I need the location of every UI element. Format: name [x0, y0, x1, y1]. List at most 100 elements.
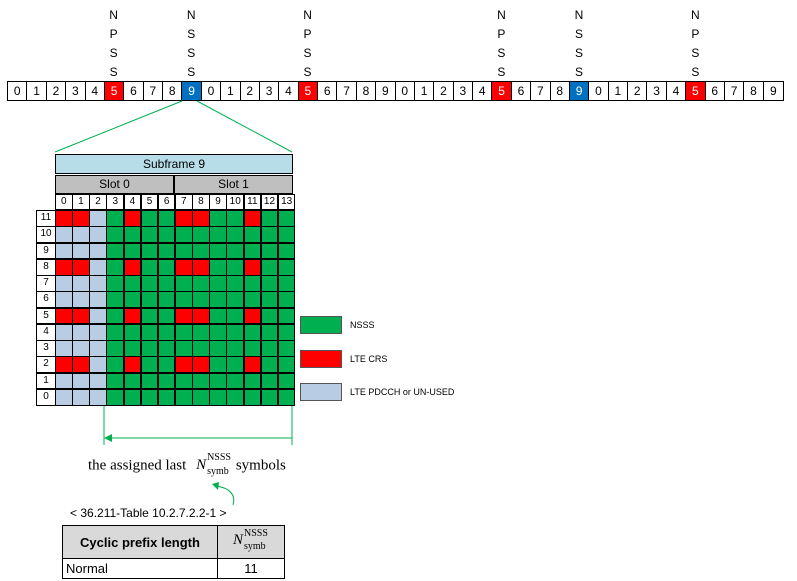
symbol-label: 9	[209, 194, 227, 210]
nsss-re	[226, 275, 245, 292]
assigned-text-after: symbols	[235, 457, 286, 474]
nsss-re	[106, 388, 125, 406]
pdcch-re	[55, 340, 73, 357]
nsss-re	[106, 210, 125, 227]
nsss-re	[226, 340, 245, 357]
nsss-re	[140, 210, 159, 227]
nsss-re	[209, 242, 227, 260]
nsss-re	[192, 340, 210, 357]
nsymb-sup: NSSS	[207, 452, 231, 463]
crs-re	[123, 210, 142, 227]
subframe-cell: 2	[241, 82, 260, 100]
nsss-re	[123, 275, 142, 292]
subframe-cell: 7	[337, 82, 357, 100]
slot1-header: Slot 1	[174, 175, 293, 194]
nsss-re	[277, 340, 296, 357]
pdcch-re	[72, 340, 90, 357]
nsss-re	[174, 291, 193, 308]
nsss-re	[123, 340, 142, 357]
crs-re	[174, 258, 193, 276]
nsss-re	[106, 226, 125, 243]
crs-re	[243, 258, 262, 276]
crs-re	[55, 356, 73, 373]
nsss-re	[174, 226, 193, 243]
subframe-cell: 2	[47, 82, 67, 100]
subframe-cell: 3	[454, 82, 473, 100]
nsss-re	[226, 372, 245, 390]
crs-re	[55, 258, 73, 276]
nsss-re	[140, 226, 159, 243]
legend-label-crs: LTE CRS	[350, 354, 388, 364]
top-label: N P S S	[497, 8, 506, 79]
nsss-re	[260, 388, 279, 406]
row-label: 10	[36, 226, 55, 243]
legend-swatch-nsss	[300, 316, 342, 334]
crs-re	[192, 210, 210, 227]
nsss-re	[209, 226, 227, 243]
symbol-label: 7	[174, 194, 193, 210]
nsss-re	[260, 242, 279, 260]
nsss-re	[243, 388, 262, 406]
pdcch-re	[89, 323, 107, 341]
nsss-re	[209, 291, 227, 308]
pdcch-re	[55, 226, 73, 243]
subframe-title: Subframe 9	[55, 154, 293, 174]
legend-label-nsss: NSSS	[350, 320, 375, 330]
nsss-re	[174, 242, 193, 260]
nsss-re	[106, 340, 125, 357]
nsss-re	[140, 388, 159, 406]
subframe-cell: 0	[8, 82, 28, 100]
nsss-re	[157, 340, 176, 357]
subframe-cell: 8	[357, 82, 377, 100]
nsss-re	[243, 291, 262, 308]
pdcch-re	[55, 372, 73, 390]
crs-re	[55, 210, 73, 227]
pdcch-re	[72, 242, 90, 260]
subframe-cell: 3	[66, 82, 86, 100]
nsss-re	[226, 242, 245, 260]
nsss-re	[260, 275, 279, 292]
row-label: 2	[36, 356, 55, 373]
nsss-re	[226, 323, 245, 341]
nsss-re	[277, 388, 296, 406]
nsymb-sub: symb	[207, 466, 229, 477]
legend-swatch-pdcch	[300, 383, 342, 401]
nsss-re	[106, 275, 125, 292]
subframe-cell: 6	[706, 82, 725, 100]
assigned-text-before: the assigned last	[88, 457, 187, 474]
nsss-re	[209, 372, 227, 390]
symbol-label: 10	[226, 194, 245, 210]
nsss-re	[226, 226, 245, 243]
nsss-re	[106, 307, 125, 325]
nsss-re	[277, 226, 296, 243]
subframe-cell: 2	[434, 82, 454, 100]
cp-header: Cyclic prefix length	[62, 525, 218, 559]
nsss-re	[226, 356, 245, 373]
nsymb-header-sub: symb	[244, 540, 266, 552]
subframe-cell: 5	[686, 82, 706, 100]
subframe-cell: 9	[182, 82, 202, 100]
nsymb-base: N	[196, 457, 207, 473]
nsss-re	[277, 291, 296, 308]
nsymb-header-base: N	[233, 531, 244, 548]
nsss-re	[106, 291, 125, 308]
pdcch-re	[72, 388, 90, 406]
subframe-cell: 9	[569, 82, 590, 100]
nsss-re	[123, 388, 142, 406]
nsss-re	[209, 340, 227, 357]
symbol-label: 0	[55, 194, 73, 210]
subframe-cell: 0	[589, 82, 609, 100]
pdcch-re	[72, 372, 90, 390]
pdcch-re	[55, 323, 73, 341]
nsss-re	[157, 323, 176, 341]
nsss-re	[106, 323, 125, 341]
nsss-re	[140, 275, 159, 292]
crs-re	[72, 258, 90, 276]
nsss-re	[260, 323, 279, 341]
symbol-label: 11	[243, 194, 262, 210]
nsss-re	[123, 242, 142, 260]
nsss-re	[106, 242, 125, 260]
nsss-re	[157, 226, 176, 243]
assigned-symbols-text: the assigned last N NSSS symb symbols	[88, 452, 286, 477]
